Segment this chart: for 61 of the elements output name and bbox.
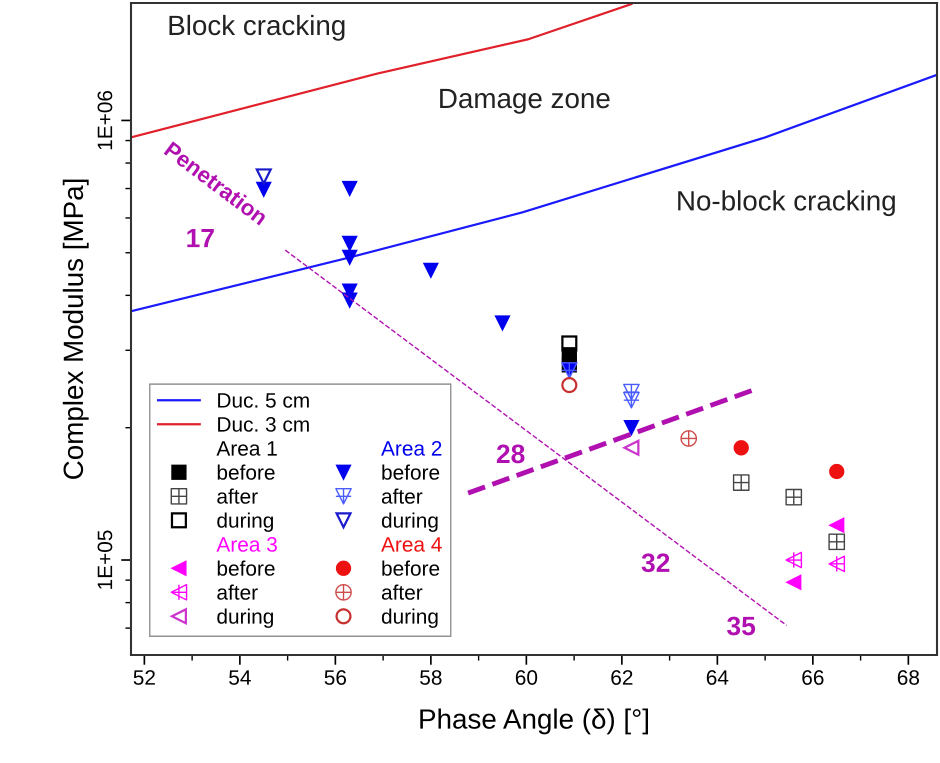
legend-label: after	[382, 488, 422, 504]
point	[829, 464, 844, 480]
point	[786, 574, 802, 590]
legend-label: before	[218, 464, 275, 480]
annotation: 35	[727, 616, 756, 636]
point	[829, 518, 844, 533]
point	[623, 440, 640, 456]
point	[680, 430, 698, 447]
x-axis-title: Phase Angle (δ) [°]	[420, 708, 648, 734]
point	[734, 440, 749, 456]
legend-label: before	[382, 560, 440, 576]
annotation: Area 1	[216, 441, 277, 456]
annotation: 32	[642, 553, 670, 572]
annotation: 17	[187, 228, 214, 248]
annotation: Area 3	[216, 537, 277, 552]
annotation: No-block cracking	[678, 190, 895, 216]
annotation: 28	[496, 444, 524, 464]
x-tick-label: 68	[898, 670, 920, 685]
legend-label: during	[217, 512, 273, 532]
point	[423, 262, 438, 278]
point	[785, 552, 802, 568]
x-tick-label: 52	[134, 670, 155, 685]
point	[623, 392, 640, 409]
legend-label: after	[217, 488, 258, 504]
point	[732, 474, 750, 491]
y-tick-label: 1E+06	[98, 90, 112, 150]
point	[342, 250, 358, 266]
legend-label: Duc. 5 cm	[218, 393, 309, 408]
x-tick-label: 56	[324, 670, 346, 685]
x-tick-label: 60	[516, 670, 538, 685]
x-tick-label: 66	[802, 670, 824, 685]
x-tick-label: 54	[229, 670, 251, 685]
x-tick-label: 64	[706, 670, 728, 685]
annotation: Area 2	[381, 441, 442, 456]
point	[828, 556, 846, 572]
legend-label: before	[218, 560, 275, 576]
line-series	[131, 74, 937, 312]
point	[785, 488, 802, 506]
point	[494, 315, 510, 331]
legend-label: Duc. 3 cm	[218, 417, 309, 432]
legend-label: after	[382, 584, 422, 600]
legend-label: during	[217, 608, 273, 628]
legend-label: after	[217, 584, 258, 600]
point	[828, 533, 846, 550]
point	[561, 335, 578, 352]
point	[561, 377, 578, 394]
annotation: Damage zone	[440, 88, 610, 114]
point	[623, 384, 640, 400]
legend-label: during	[382, 608, 438, 628]
line-series	[131, 3, 633, 139]
x-tick-label: 58	[420, 670, 442, 685]
legend-label: before	[382, 464, 440, 480]
point	[342, 236, 358, 252]
point	[624, 420, 640, 436]
legend-label: during	[382, 512, 438, 532]
point	[342, 180, 358, 196]
annotation: Area 4	[381, 537, 442, 552]
annotation: Block cracking	[169, 14, 344, 41]
y-tick-label: 1E+05	[98, 530, 112, 589]
x-tick-label: 62	[611, 670, 632, 685]
y-axis-title: Complex Modulus [MPa]	[62, 180, 89, 479]
